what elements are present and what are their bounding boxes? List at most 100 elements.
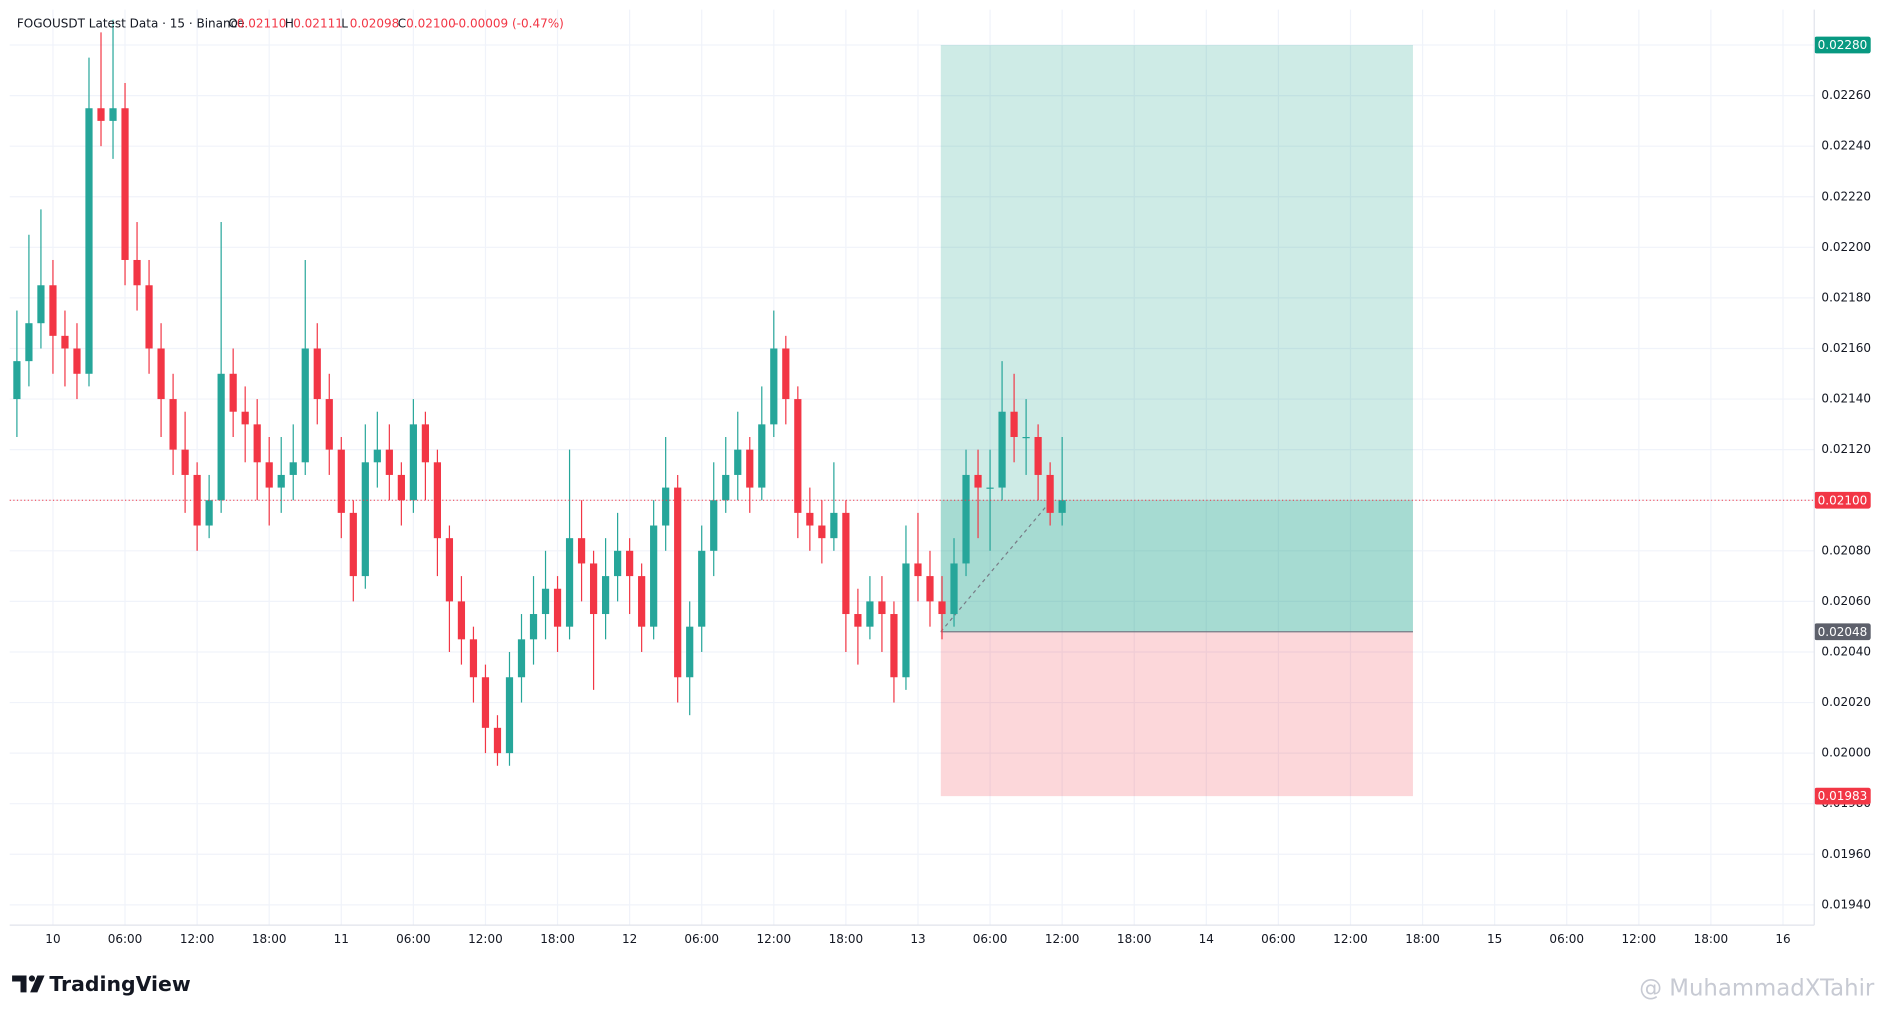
x-tick-label: 12:00 — [1622, 932, 1657, 946]
candle-body — [866, 601, 874, 627]
candle-body — [13, 361, 21, 400]
x-tick-label: 13 — [910, 932, 925, 946]
candle-body — [445, 538, 454, 602]
price-badge-label: 0.01983 — [1818, 789, 1868, 803]
candle-body — [265, 462, 273, 488]
candle-body — [553, 588, 562, 627]
y-tick-label: 0.02120 — [1821, 442, 1871, 456]
candle-body — [37, 285, 45, 324]
candle-body — [349, 512, 357, 577]
candle-body — [806, 512, 814, 526]
price-badge-label: 0.02280 — [1818, 38, 1868, 52]
candle-body — [457, 601, 466, 640]
candle-body — [313, 348, 321, 400]
x-tick-label: 12:00 — [1045, 932, 1080, 946]
price-badge — [1814, 623, 1871, 641]
change: -0.00009 (-0.47%) — [454, 17, 564, 31]
x-tick-label: 18:00 — [1694, 932, 1729, 946]
y-tick-label: 0.01940 — [1821, 897, 1871, 911]
candle-body — [842, 512, 850, 615]
candle-body — [638, 576, 646, 627]
candle-body — [325, 399, 333, 450]
candle-body — [121, 108, 129, 260]
candle-body — [686, 626, 694, 678]
price-badge-label: 0.02100 — [1818, 493, 1868, 507]
y-tick-label: 0.02180 — [1821, 290, 1871, 304]
x-tick-label: 06:00 — [684, 932, 719, 946]
candle-body — [421, 424, 429, 463]
x-tick-label: 06:00 — [108, 932, 143, 946]
x-tick-label: 12 — [622, 932, 637, 946]
candle-body — [601, 576, 610, 615]
candle-body — [1046, 474, 1054, 513]
x-tick-label: 18:00 — [540, 932, 575, 946]
candle-body — [914, 563, 922, 577]
candle-body — [337, 449, 345, 513]
ohlc-value: 0.02098 — [350, 17, 400, 31]
x-tick-label: 12:00 — [180, 932, 215, 946]
symbol: FOGOUSDT Latest Data · 15 · Binance — [17, 17, 245, 31]
y-tick-label: 0.02020 — [1821, 695, 1871, 709]
candle-body — [157, 348, 165, 400]
candle-body — [85, 108, 93, 374]
candle-body — [938, 601, 946, 615]
candle-body — [962, 474, 970, 564]
candle-body — [1022, 437, 1030, 439]
candle-body — [289, 462, 297, 475]
candle-body — [73, 348, 81, 374]
candle-body — [433, 462, 442, 539]
candle-body — [890, 614, 898, 678]
ohlc-key: L — [341, 17, 348, 31]
candle-body — [133, 259, 141, 286]
candle-body — [1010, 411, 1018, 438]
stop-zone — [940, 631, 1413, 797]
candle-body — [674, 487, 682, 678]
candles — [13, 19, 1066, 766]
candle-body — [217, 373, 225, 501]
y-tick-label: 0.02160 — [1821, 341, 1871, 355]
candle-body — [734, 449, 742, 475]
candle-body — [25, 323, 33, 362]
candle-body — [385, 449, 393, 475]
candle-body — [565, 538, 574, 627]
candle-body — [361, 462, 369, 577]
x-tick-label: 18:00 — [829, 932, 864, 946]
candle-body — [397, 474, 405, 501]
candle-body — [409, 424, 417, 501]
y-tick-label: 0.02140 — [1821, 392, 1871, 406]
x-tick-label: 18:00 — [1405, 932, 1440, 946]
x-tick-label: 18:00 — [252, 932, 287, 946]
candle-body — [277, 474, 285, 488]
price-badge-label: 0.02048 — [1818, 625, 1868, 639]
position-tool — [940, 45, 1413, 797]
profit-zone — [940, 500, 1413, 632]
candle-body — [589, 563, 598, 615]
candle-body — [181, 449, 189, 475]
x-tick-label: 11 — [334, 932, 349, 946]
candle-body — [998, 411, 1006, 488]
candle-body — [1058, 500, 1066, 513]
candle-body — [770, 348, 778, 425]
candle-body — [986, 487, 994, 489]
x-tick-label: 06:00 — [973, 932, 1008, 946]
candle-body — [481, 677, 490, 728]
y-tick-label: 0.02040 — [1821, 644, 1871, 658]
candle-body — [722, 474, 730, 501]
candle-body — [1034, 437, 1042, 475]
y-tick-label: 0.02220 — [1821, 189, 1871, 203]
candle-body — [818, 525, 826, 539]
ohlc-key: H — [285, 17, 294, 31]
y-tick-label: 0.02060 — [1821, 594, 1871, 608]
candle-body — [253, 424, 261, 463]
candle-body — [301, 348, 309, 463]
candle-body — [650, 525, 658, 627]
candle-body — [61, 335, 69, 349]
candle-body — [830, 512, 838, 539]
x-tick-label: 14 — [1199, 932, 1214, 946]
candle-body — [758, 424, 766, 488]
candle-body — [902, 563, 910, 678]
candle-body — [469, 639, 478, 678]
price-badge — [1814, 36, 1871, 54]
